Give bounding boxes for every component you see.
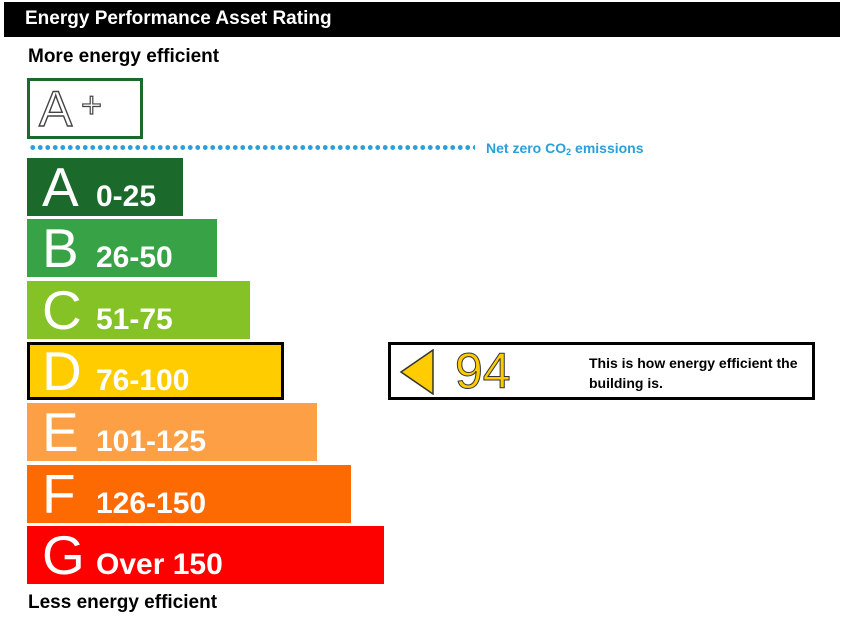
band-range: 101-125 [96,425,207,459]
band-a: A 0-25 [27,158,183,216]
net-zero-prefix: Net zero CO [486,140,567,156]
band-letter: A [42,156,79,218]
page-title: Energy Performance Asset Rating [25,8,332,29]
band-range: 76-100 [96,363,190,397]
rating-value: 94 [455,343,512,399]
more-efficient-label: More energy efficient [28,46,220,67]
band-letter: E [42,401,79,464]
band-range: 126-150 [96,486,207,520]
band-letter: B [42,217,79,280]
aplus-letter: A [38,80,73,137]
band-letter: G [42,523,85,586]
current-rating-box: 94 This is how energy efficient the buil… [388,342,815,400]
band-range: Over 150 [96,547,223,581]
band-b: B 26-50 [27,217,217,280]
band-letter: C [42,278,82,341]
rating-description: This is how energy efficient the buildin… [589,355,798,391]
aplus-plus: + [80,84,103,125]
band-range: 26-50 [96,241,173,275]
band-letter: D [42,339,82,402]
net-zero-label: Net zero CO2 emissions [486,140,644,160]
band-f: F 126-150 [27,462,351,525]
band-d: D 76-100 [27,339,284,402]
net-zero-suffix: emissions [571,140,644,156]
aplus-band: A + [27,78,143,139]
band-g: G Over 150 [27,523,384,586]
less-efficient-label: Less energy efficient [28,592,218,613]
band-c: C 51-75 [27,278,250,341]
rating-arrow-icon [399,349,434,395]
net-zero-subscript: 2 [566,147,572,157]
title-bar: Energy Performance Asset Rating [4,2,840,37]
band-range: 0-25 [96,180,157,213]
band-range: 51-75 [96,302,173,336]
band-e: E 101-125 [27,401,317,464]
net-zero-dotted-line [29,145,475,150]
band-letter: F [42,462,76,525]
